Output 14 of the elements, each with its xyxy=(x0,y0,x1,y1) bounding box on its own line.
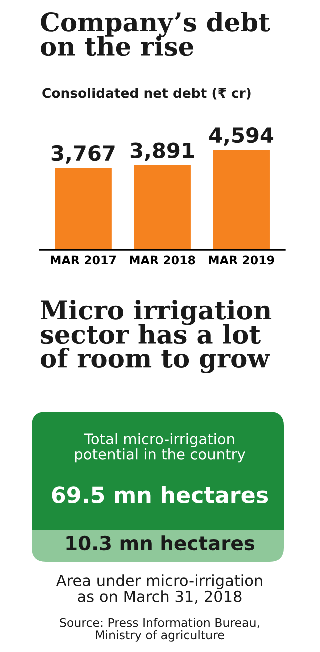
x-tick-label: MAR 2017 xyxy=(51,256,116,265)
data-label: 3,891 xyxy=(130,142,194,162)
text: 69.5 mn hectares xyxy=(52,486,268,504)
text: Micro irrigation sector has a lot of room to grow xyxy=(41,300,272,374)
chart-subtitle: Consolidated net debt (₹ cr) xyxy=(42,88,251,100)
data-label: 4,594 xyxy=(210,127,274,146)
source-note: Source: Press Information Bureau, Ministry of agriculture xyxy=(60,618,260,642)
x-tick-label: MAR 2019 xyxy=(209,256,274,265)
text: Total micro-irrigation potential in the country xyxy=(75,433,246,463)
text: 10.3 mn hectares xyxy=(66,536,255,551)
data-label: 3,767 xyxy=(52,145,115,164)
x-tick-label: MAR 2018 xyxy=(130,256,196,265)
text: Area under micro-irrigation as on March 31, 2018 xyxy=(56,574,262,604)
chart-title: Company’s debt on the rise xyxy=(41,12,270,56)
